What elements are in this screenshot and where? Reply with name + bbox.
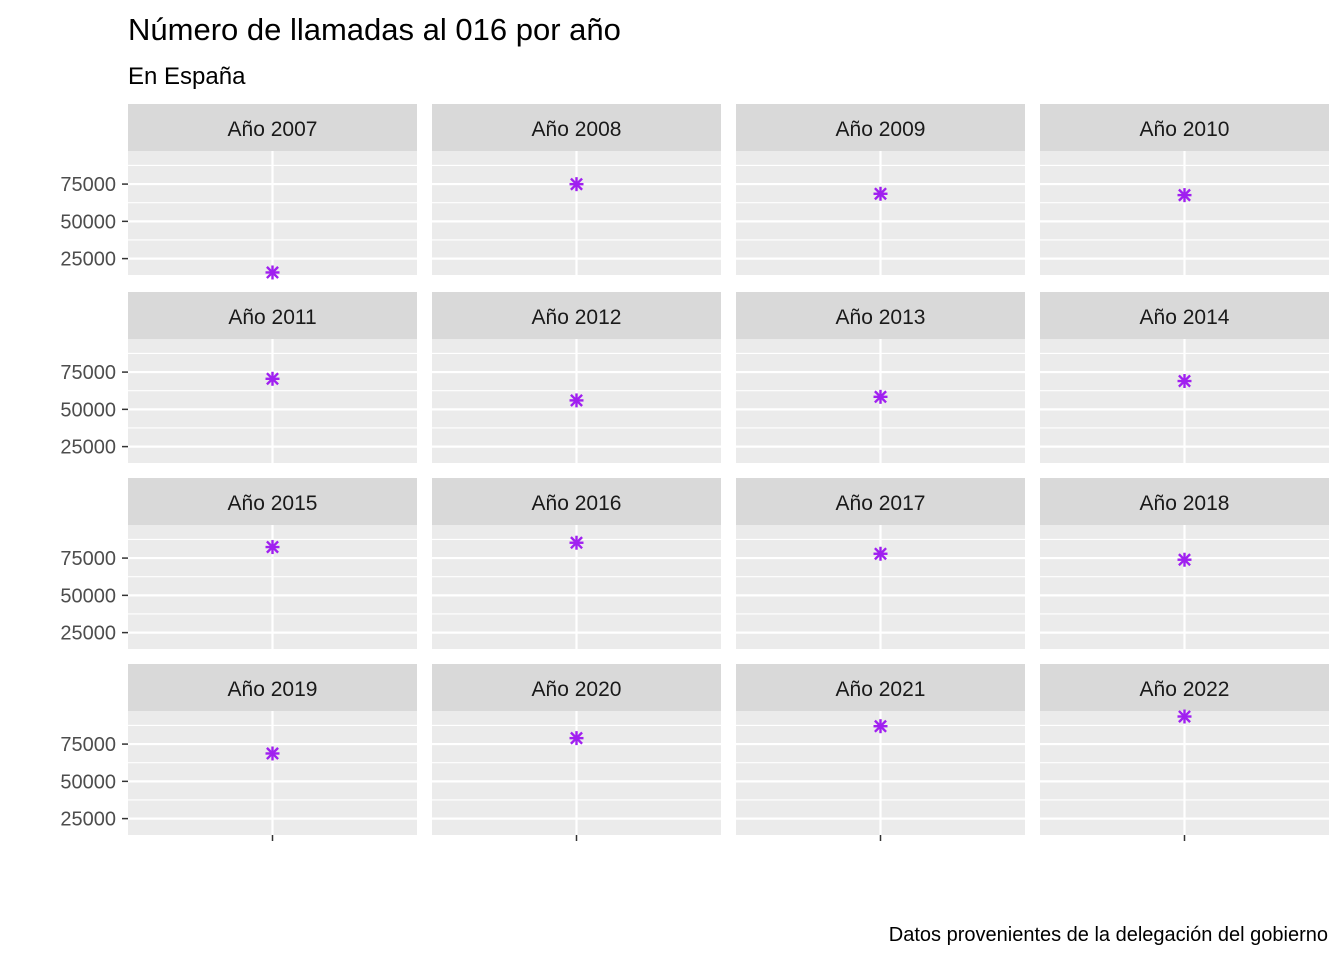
- data-point-marker: [1177, 374, 1192, 389]
- facet-panel: Año 2017: [736, 478, 1025, 649]
- y-tick-label: 25000: [60, 249, 116, 271]
- facet-strip: [1040, 292, 1329, 339]
- facet-panel: Año 2022: [1040, 664, 1329, 841]
- data-point-marker: [265, 371, 280, 386]
- facet-panel: Año 2019 25000 50000 75000: [60, 664, 417, 841]
- data-point-marker: [873, 186, 888, 201]
- facet-strip-label: Año 2010: [1140, 118, 1230, 141]
- facet-panel: Año 2016: [432, 478, 721, 649]
- facet-strip-label: Año 2017: [836, 492, 926, 515]
- facet-strip-label: Año 2021: [836, 678, 926, 701]
- data-point-marker: [569, 177, 584, 192]
- facet-panel: Año 2008: [432, 104, 721, 275]
- facet-strip-label: Año 2015: [228, 492, 318, 515]
- chart-subtitle: En España: [128, 63, 246, 90]
- y-tick-label: 25000: [60, 437, 116, 459]
- chart-title: Número de llamadas al 016 por año: [128, 12, 621, 47]
- data-point-marker: [873, 389, 888, 404]
- y-tick-label: 50000: [60, 771, 116, 793]
- facet-strip-label: Año 2013: [836, 306, 926, 329]
- facet-strip-label: Año 2020: [532, 678, 622, 701]
- facet-strip: [128, 292, 417, 339]
- facet-panel: Año 2007 25000 50000 75000: [60, 104, 417, 280]
- facet-panel: Año 2009: [736, 104, 1025, 275]
- data-point-marker: [569, 535, 584, 550]
- facet-strip: [736, 478, 1025, 525]
- facet-panel: Año 2018: [1040, 478, 1329, 649]
- facet-panel: Año 2011 25000 50000 75000: [60, 292, 417, 463]
- data-point-marker: [1177, 709, 1192, 724]
- data-point-marker: [265, 265, 280, 280]
- facet-panel: Año 2021: [736, 664, 1025, 841]
- y-tick-label: 75000: [60, 734, 116, 756]
- facet-strip-label: Año 2012: [532, 306, 622, 329]
- data-point-marker: [873, 546, 888, 561]
- facet-panels: Año 2007 25000 50000 75000 Año 2008 Año 2009 A…: [60, 104, 1329, 841]
- data-point-marker: [265, 540, 280, 555]
- facet-strip: [736, 664, 1025, 711]
- y-tick-label: 50000: [60, 585, 116, 607]
- facet-panel: Año 2014: [1040, 292, 1329, 463]
- facet-strip: [432, 292, 721, 339]
- facet-panel: Año 2013: [736, 292, 1025, 463]
- facet-strip: [128, 664, 417, 711]
- facet-strip-label: Año 2009: [836, 118, 926, 141]
- facet-strip: [736, 104, 1025, 151]
- facet-strip: [432, 104, 721, 151]
- chart-caption: Datos provenientes de la delegación del …: [889, 924, 1328, 946]
- facet-strip-label: Año 2022: [1140, 678, 1230, 701]
- facet-strip: [1040, 104, 1329, 151]
- facet-strip-label: Año 2014: [1140, 306, 1230, 329]
- facet-strip-label: Año 2007: [228, 118, 318, 141]
- facet-strip-label: Año 2008: [532, 118, 622, 141]
- data-point-marker: [265, 746, 280, 761]
- y-tick-label: 50000: [60, 399, 116, 421]
- facet-strip: [432, 664, 721, 711]
- facet-strip: [736, 292, 1025, 339]
- facet-strip-label: Año 2018: [1140, 492, 1230, 515]
- y-tick-label: 50000: [60, 211, 116, 233]
- facet-strip-label: Año 2016: [532, 492, 622, 515]
- y-tick-label: 25000: [60, 809, 116, 831]
- y-tick-label: 75000: [60, 548, 116, 570]
- facet-panel: Año 2015 25000 50000 75000: [60, 478, 417, 649]
- facet-strip-label: Año 2019: [228, 678, 318, 701]
- facet-strip: [128, 478, 417, 525]
- facet-strip: [432, 478, 721, 525]
- data-point-marker: [1177, 552, 1192, 567]
- facet-strip-label: Año 2011: [228, 306, 316, 329]
- data-point-marker: [569, 731, 584, 746]
- facet-panel: Año 2010: [1040, 104, 1329, 275]
- data-point-marker: [873, 719, 888, 734]
- facet-strip: [128, 104, 417, 151]
- data-point-marker: [569, 393, 584, 408]
- y-tick-label: 75000: [60, 174, 116, 196]
- facet-strip: [1040, 664, 1329, 711]
- data-point-marker: [1177, 188, 1192, 203]
- y-tick-label: 75000: [60, 362, 116, 384]
- facet-panel: Año 2020: [432, 664, 721, 841]
- y-tick-label: 25000: [60, 623, 116, 645]
- facet-strip: [1040, 478, 1329, 525]
- facet-panel: Año 2012: [432, 292, 721, 463]
